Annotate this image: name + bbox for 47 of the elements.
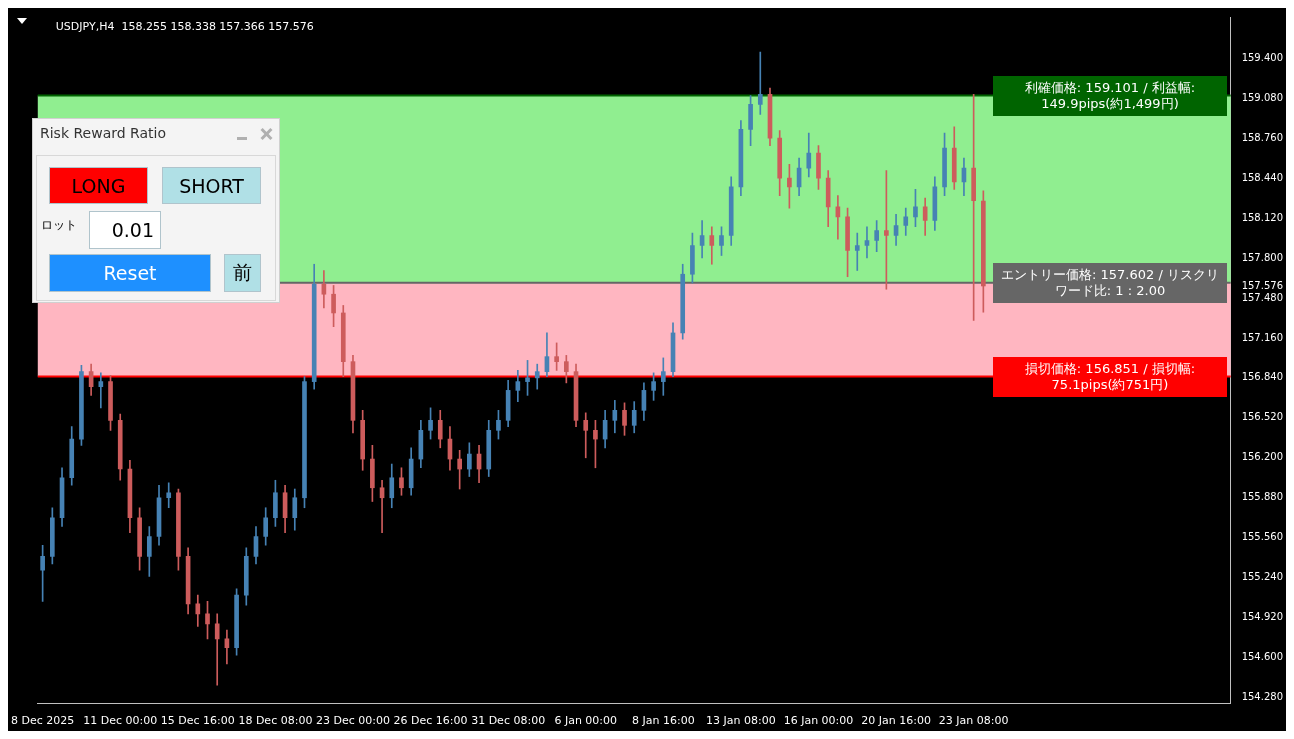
x-tick-label: 15 Dec 16:00 [160,714,235,728]
y-tick-label: 156.200 [1241,451,1284,463]
long-button[interactable]: LONG [49,167,148,204]
x-tick-label: 16 Jan 00:00 [783,714,854,728]
x-tick-label: 23 Jan 08:00 [938,714,1009,728]
x-tick-label: 18 Dec 08:00 [238,714,313,728]
x-tick-label: 8 Dec 2025 [11,714,75,728]
y-tick-label: 157.800 [1241,251,1284,263]
price-tag: 利確価格: 159.101 / 利益幅: 149.9pips(約1,499円) [993,75,1227,116]
annotation: ロット [41,217,77,234]
candlestick [214,613,220,686]
x-tick-label: 20 Jan 16:00 [861,714,931,728]
short-button[interactable]: SHORT [162,167,261,204]
x-tick-label: 8 Jan 16:00 [631,714,695,728]
y-tick-label: 157.160 [1241,331,1284,343]
candlestick [166,482,172,509]
x-tick-label: 13 Jan 08:00 [706,714,776,728]
y-tick-label: 158.440 [1241,171,1284,183]
y-tick-label: 159.400 [1241,51,1284,63]
y-tick-label: 157.480 [1241,291,1284,303]
annotation: Risk Reward Ratio [40,125,166,141]
price-tag: エントリー価格: 157.602 / リスクリワード比: 1 : 2.00 [993,262,1227,303]
candlestick [854,232,860,271]
y-tick-label: 155.880 [1241,491,1284,503]
x-tick-label: 31 Dec 08:00 [471,714,546,728]
y-tick-label: 158.120 [1241,211,1284,223]
y-tick-label: 159.080 [1241,91,1284,103]
x-tick-label: 11 Dec 00:00 [83,714,158,728]
y-tick-label: 156.520 [1241,411,1284,423]
y-tick-label: 154.920 [1241,611,1284,623]
lot-field[interactable]: 0.01 [89,211,161,249]
candlestick [757,51,763,115]
y-tick-label: 158.760 [1241,131,1284,143]
x-tick-label: 6 Jan 00:00 [554,714,618,728]
y-tick-label: 154.600 [1241,651,1284,663]
y-tick-label: 156.840 [1241,371,1284,383]
price-tag: 損切価格: 156.851 / 損切幅: 75.1pips(約751円) [993,356,1227,397]
y-tick-label: 155.560 [1241,531,1284,543]
previous-button[interactable]: 前 [224,254,261,292]
x-tick-label: 23 Dec 00:00 [315,714,390,728]
y-tick-label: 154.280 [1241,691,1284,703]
y-tick-label: 157.576 [1241,279,1284,291]
x-tick-label: 26 Dec 16:00 [393,714,468,728]
candlestick [864,226,870,259]
y-tick-label: 155.240 [1241,571,1284,583]
chart-title: USDJPY,H4 158.255 158.338 157.366 157.576 [55,19,314,33]
candlestick [98,372,104,409]
